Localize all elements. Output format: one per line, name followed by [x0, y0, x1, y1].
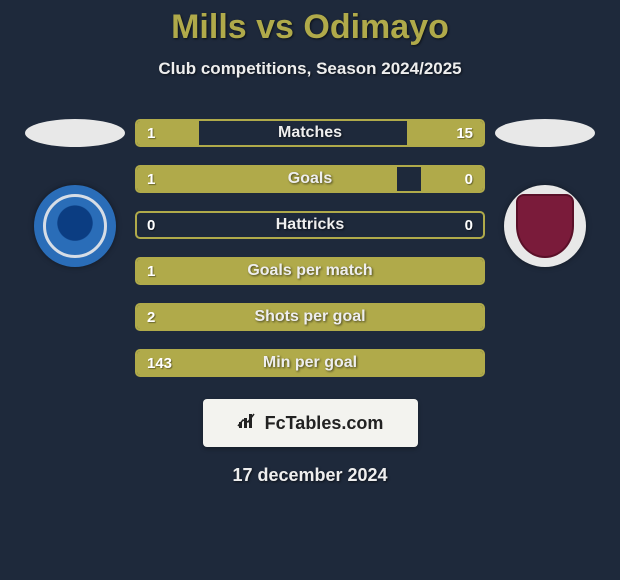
chart-icon: [237, 412, 259, 435]
club-badge-right: [504, 185, 586, 267]
stat-label: Min per goal: [137, 354, 483, 372]
player-image-left: [25, 119, 125, 147]
stat-value-right: 0: [465, 171, 473, 188]
stat-value-right: 0: [465, 217, 473, 234]
stat-bar: 0Hattricks0: [135, 211, 485, 239]
stat-bar: 1Goals0: [135, 165, 485, 193]
stat-value-right: 15: [456, 125, 473, 142]
stat-label: Hattricks: [137, 216, 483, 234]
stat-label: Shots per goal: [137, 308, 483, 326]
stat-label: Goals: [137, 170, 483, 188]
main-row: 1Matches151Goals00Hattricks01Goals per m…: [0, 119, 620, 377]
page-title: Mills vs Odimayo: [171, 8, 449, 47]
watermark[interactable]: FcTables.com: [203, 399, 418, 447]
watermark-text: FcTables.com: [265, 413, 384, 434]
player-image-right: [495, 119, 595, 147]
stat-bar: 1Matches15: [135, 119, 485, 147]
right-player-column: [485, 119, 605, 267]
shield-icon: [43, 194, 107, 258]
stat-label: Goals per match: [137, 262, 483, 280]
stat-bar: 2Shots per goal: [135, 303, 485, 331]
stats-column: 1Matches151Goals00Hattricks01Goals per m…: [135, 119, 485, 377]
club-badge-left: [34, 185, 116, 267]
stat-bar: 1Goals per match: [135, 257, 485, 285]
shield-icon: [516, 194, 574, 258]
comparison-card: Mills vs Odimayo Club competitions, Seas…: [0, 0, 620, 486]
subtitle: Club competitions, Season 2024/2025: [158, 59, 461, 79]
stat-label: Matches: [137, 124, 483, 142]
left-player-column: [15, 119, 135, 267]
stat-bar: 143Min per goal: [135, 349, 485, 377]
date-text: 17 december 2024: [232, 465, 387, 486]
